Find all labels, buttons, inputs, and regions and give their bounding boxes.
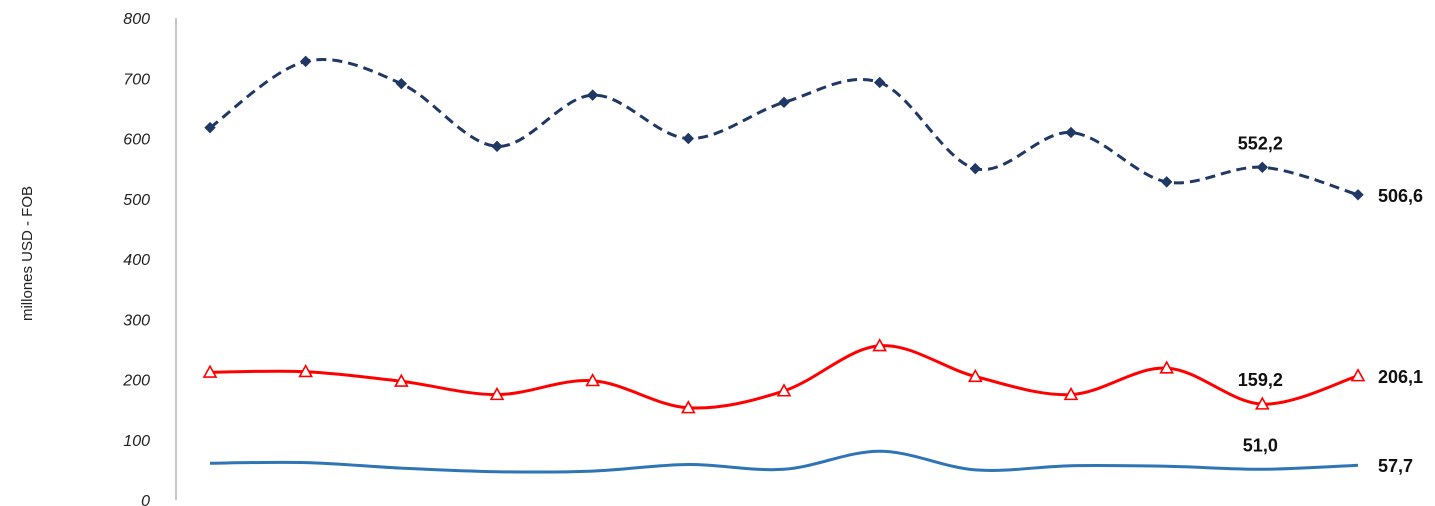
- data-label: 159,2: [1238, 370, 1283, 390]
- series-1-point: [586, 89, 599, 101]
- series-1-point: [1065, 126, 1077, 139]
- series-1-point: [682, 132, 695, 145]
- series-2-point: [489, 386, 505, 401]
- y-tick-label: 500: [123, 192, 150, 209]
- series-1-point: [1160, 176, 1173, 188]
- series-1-point: [873, 76, 886, 89]
- series-line-2: [209, 344, 1359, 410]
- series-2-point: [298, 364, 314, 378]
- series-2-point: [967, 368, 983, 383]
- series-layer: [202, 55, 1366, 474]
- series-2-point: [680, 400, 696, 414]
- series-2-point: [872, 338, 888, 352]
- y-tick-label: 600: [123, 132, 150, 149]
- series-1-point: [491, 140, 503, 153]
- data-label: 57,7: [1378, 456, 1413, 476]
- y-tick-label: 200: [122, 373, 150, 390]
- y-tick-label: 0: [141, 493, 150, 506]
- series-1-point: [299, 55, 312, 68]
- data-label: 206,1: [1378, 367, 1423, 387]
- data-label: 506,6: [1378, 186, 1423, 206]
- series-2-point: [1350, 368, 1366, 382]
- series-2-point: [776, 383, 792, 397]
- y-tick-label: 400: [123, 252, 150, 269]
- series-1-point: [204, 121, 216, 134]
- series-2-point: [585, 373, 601, 387]
- series-1-point: [395, 77, 408, 90]
- y-tick-label: 800: [123, 11, 150, 28]
- series-1-point: [778, 96, 790, 109]
- series-2-point: [1159, 360, 1175, 374]
- data-label-layer: 552,2 506,6 159,2 206,1 51,0 57,7: [1238, 133, 1423, 476]
- series-2-point: [1254, 396, 1270, 410]
- axis-layer: 0 100 200 300 400 500 600 700 800: [122, 11, 177, 506]
- data-label: 51,0: [1243, 435, 1278, 455]
- series-1-point: [1256, 161, 1269, 174]
- y-tick-label: 300: [123, 312, 150, 329]
- series-line-3: [209, 449, 1359, 474]
- y-tick-label: 100: [123, 433, 150, 450]
- y-tick-label: 700: [123, 71, 150, 88]
- series-1-point: [969, 162, 982, 175]
- series-2-point: [1063, 386, 1079, 401]
- series-line-1: [209, 57, 1359, 197]
- series-2-point: [393, 373, 409, 387]
- series-2-point: [202, 364, 218, 378]
- data-label: 552,2: [1238, 133, 1283, 153]
- series-1-point: [1352, 189, 1364, 201]
